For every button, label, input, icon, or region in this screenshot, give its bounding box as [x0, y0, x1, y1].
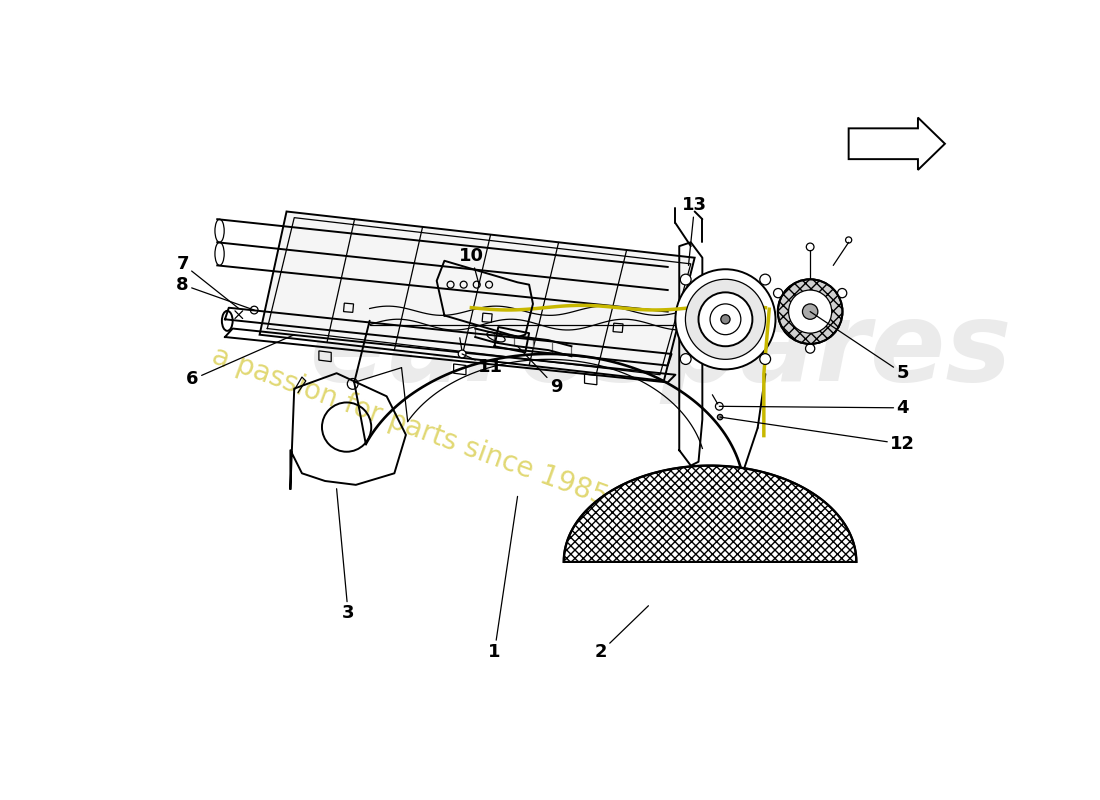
Text: a passion for parts since 1985: a passion for parts since 1985	[208, 342, 612, 512]
Text: eurospares: eurospares	[310, 297, 1012, 403]
Text: 9: 9	[517, 346, 562, 396]
Circle shape	[717, 414, 723, 420]
Text: 10: 10	[459, 247, 484, 285]
Circle shape	[760, 354, 771, 365]
Circle shape	[459, 350, 466, 358]
Text: 1: 1	[488, 496, 517, 661]
Text: 13: 13	[682, 196, 707, 266]
Circle shape	[805, 344, 815, 353]
Circle shape	[802, 304, 818, 319]
Circle shape	[760, 274, 771, 285]
Text: 7: 7	[176, 255, 239, 309]
Circle shape	[680, 354, 691, 365]
Circle shape	[675, 270, 776, 370]
Circle shape	[698, 292, 752, 346]
Polygon shape	[563, 466, 856, 562]
Text: 6: 6	[186, 334, 295, 388]
Text: 12: 12	[720, 417, 915, 453]
Polygon shape	[849, 118, 945, 170]
Circle shape	[789, 290, 832, 333]
Circle shape	[685, 279, 766, 359]
Text: 11: 11	[462, 354, 503, 376]
Text: 4: 4	[719, 399, 909, 417]
Circle shape	[837, 289, 847, 298]
Polygon shape	[260, 211, 695, 381]
Circle shape	[680, 274, 691, 285]
Text: 5: 5	[810, 311, 909, 382]
Text: 3: 3	[337, 489, 354, 622]
Circle shape	[720, 314, 730, 324]
Text: 8: 8	[176, 276, 254, 310]
Text: 2: 2	[594, 606, 649, 661]
Circle shape	[778, 279, 843, 344]
Circle shape	[773, 289, 783, 298]
